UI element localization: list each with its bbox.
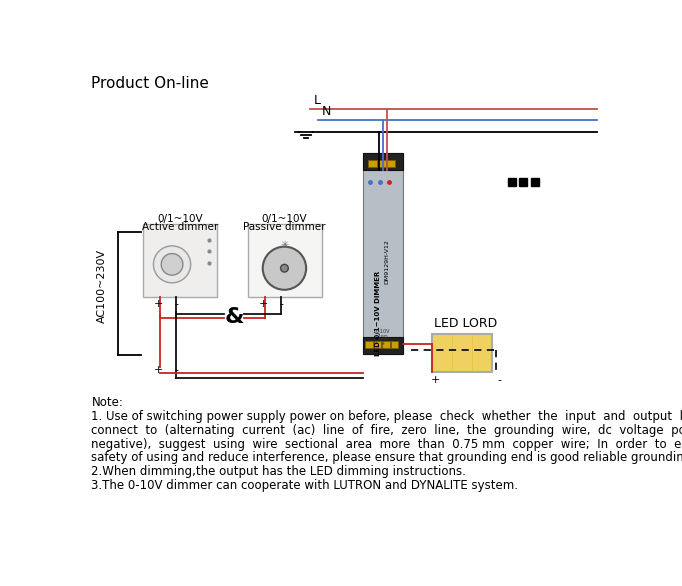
Text: LED LORD: LED LORD	[434, 317, 497, 330]
Text: connect  to  (alternating  current  (ac)  line  of  fire,  zero  line,  the  gro: connect to (alternating current (ac) lin…	[91, 424, 682, 437]
Text: N: N	[322, 105, 331, 118]
Text: 2.When dimming,the output has the LED dimming instructions.: 2.When dimming,the output has the LED di…	[91, 465, 466, 478]
Text: -: -	[498, 375, 502, 385]
Text: ✳: ✳	[280, 240, 288, 250]
Bar	[143, 224, 217, 298]
Circle shape	[153, 246, 191, 283]
Bar	[363, 154, 403, 171]
Text: +: +	[154, 299, 164, 309]
Bar	[391, 340, 398, 347]
Text: &: &	[224, 306, 243, 327]
Text: +: +	[154, 365, 164, 375]
Bar	[432, 333, 492, 372]
Text: DM9129H-V12: DM9129H-V12	[384, 239, 389, 284]
Text: safety of using and reduce interference, please ensure that grounding end is goo: safety of using and reduce interference,…	[91, 451, 682, 465]
Circle shape	[161, 254, 183, 275]
Bar	[368, 159, 376, 168]
Text: 0/1~10V: 0/1~10V	[262, 213, 307, 223]
Text: LED 0/1~10V DIMMER: LED 0/1~10V DIMMER	[375, 271, 381, 356]
Circle shape	[280, 264, 288, 272]
Bar	[387, 159, 396, 168]
Text: 3.The 0-10V dimmer can cooperate with LUTRON and DYNALITE system.: 3.The 0-10V dimmer can cooperate with LU…	[91, 479, 518, 492]
Text: 0/1~10V: 0/1~10V	[157, 213, 203, 223]
Bar	[382, 340, 390, 347]
Text: +: +	[431, 375, 441, 385]
Text: AC100~230V: AC100~230V	[98, 249, 107, 323]
Bar	[365, 340, 373, 347]
Circle shape	[263, 247, 306, 289]
Text: negative),  suggest  using  wire  sectional  area  more  than  0.75 mm  copper  : negative), suggest using wire sectional …	[91, 438, 682, 451]
Bar	[363, 154, 403, 354]
Text: Product On-line: Product On-line	[91, 77, 209, 91]
Bar	[363, 337, 403, 354]
Text: +: +	[258, 299, 268, 309]
Bar	[248, 224, 322, 298]
Text: 0-10V
LED
+
-: 0-10V LED + -	[376, 329, 390, 352]
Text: Active dimmer: Active dimmer	[142, 222, 218, 232]
Text: 1. Use of switching power supply power on before, please  check  whether  the  i: 1. Use of switching power supply power o…	[91, 410, 682, 423]
Text: Note:: Note:	[91, 396, 123, 409]
Text: Passive dimmer: Passive dimmer	[243, 222, 326, 232]
Bar	[374, 340, 381, 347]
Bar	[377, 159, 386, 168]
Text: -: -	[175, 299, 179, 309]
Text: -: -	[175, 365, 179, 375]
Text: -: -	[280, 299, 283, 309]
Text: L: L	[314, 94, 321, 107]
